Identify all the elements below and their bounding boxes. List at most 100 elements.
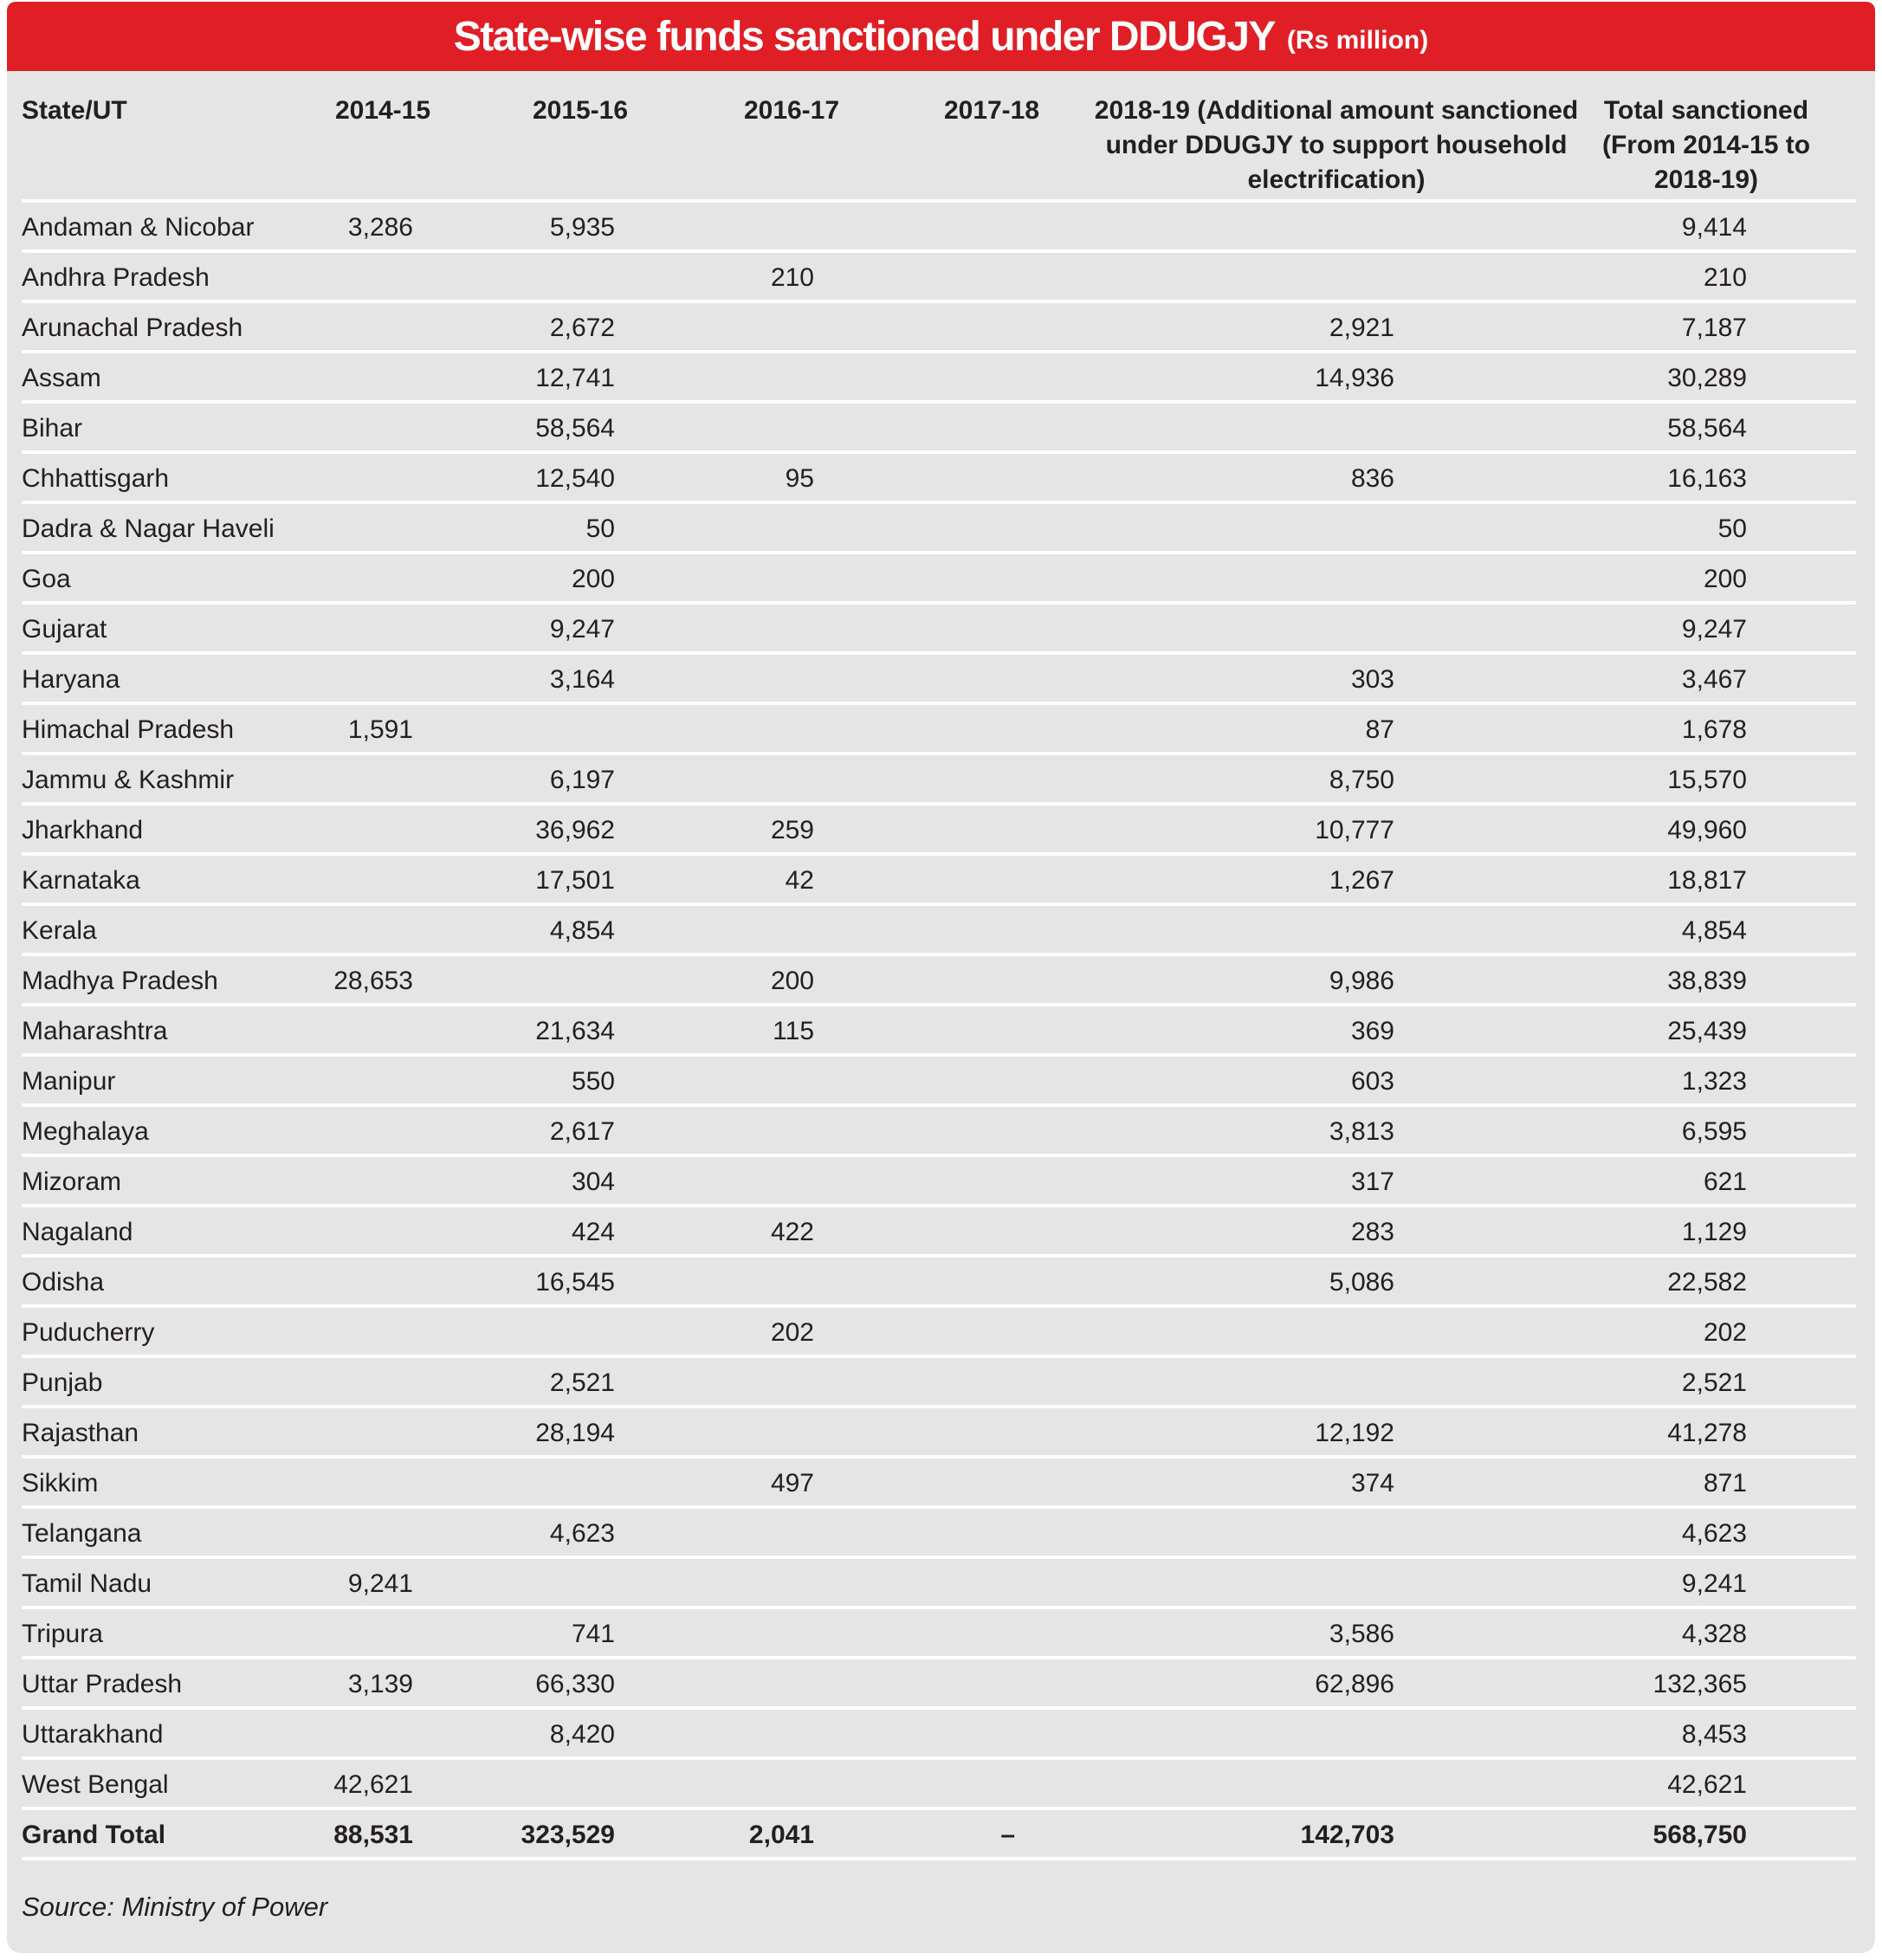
table-row: Jharkhand 36,962 259 10,777 49,960 — [7, 805, 1875, 856]
value-cell: 317 — [1350, 1168, 1394, 1196]
value-cell: 304 — [571, 1168, 615, 1196]
value-cell: 210 — [1703, 263, 1747, 292]
state-name-cell: Kerala — [22, 916, 97, 945]
value-cell: 5,935 — [549, 213, 615, 242]
state-name-cell: West Bengal — [22, 1770, 169, 1799]
value-cell: 28,653 — [333, 967, 413, 995]
value-cell: 50 — [1717, 514, 1747, 543]
value-cell: 6,197 — [549, 766, 615, 794]
table-row: Andaman & Nicobar 3,286 5,935 9,414 — [7, 203, 1875, 253]
state-name-cell: Grand Total — [22, 1821, 166, 1849]
value-cell: 16,545 — [535, 1268, 615, 1297]
table-row: Meghalaya 2,617 3,813 6,595 — [7, 1107, 1875, 1157]
state-name-cell: Madhya Pradesh — [22, 967, 218, 995]
value-cell: 621 — [1703, 1168, 1747, 1196]
column-header-2015-16: 2015-16 — [532, 96, 629, 125]
value-cell: 3,164 — [549, 665, 615, 694]
value-cell: 603 — [1350, 1067, 1394, 1096]
value-cell: 2,521 — [549, 1368, 615, 1397]
value-cell: 1,323 — [1681, 1067, 1747, 1096]
value-cell: – — [1000, 1821, 1015, 1849]
table-row: Jammu & Kashmir 6,197 8,750 15,570 — [7, 755, 1875, 805]
value-cell: 550 — [571, 1067, 615, 1096]
table-row: Telangana 4,623 4,623 — [7, 1509, 1875, 1559]
value-cell: 87 — [1365, 715, 1394, 744]
column-header-2017-18: 2017-18 — [943, 96, 1040, 125]
table-row: Punjab 2,521 2,521 — [7, 1358, 1875, 1408]
value-cell: 202 — [770, 1318, 814, 1347]
value-cell: 62,896 — [1315, 1670, 1394, 1698]
value-cell: 9,241 — [1681, 1569, 1747, 1598]
column-header-2018-19: 2018-19 (Additional amount sanctioned un… — [1094, 96, 1579, 194]
value-cell: 8,453 — [1681, 1720, 1747, 1749]
value-cell: 369 — [1350, 1017, 1394, 1045]
value-cell: 422 — [770, 1218, 814, 1246]
value-cell: 18,817 — [1667, 866, 1747, 895]
value-cell: 4,854 — [549, 916, 615, 945]
table-row: Maharashtra 21,634 115 369 25,439 — [7, 1006, 1875, 1057]
table-row: Haryana 3,164 303 3,467 — [7, 655, 1875, 705]
value-cell: 497 — [770, 1469, 814, 1497]
table-row: West Bengal 42,621 42,621 — [7, 1760, 1875, 1810]
value-cell: 95 — [785, 464, 814, 493]
value-cell: 1,678 — [1681, 715, 1747, 744]
table-title-bar: State-wise funds sanctioned under DDUGJY… — [7, 2, 1875, 71]
value-cell: 115 — [773, 1017, 814, 1045]
state-name-cell: Punjab — [22, 1368, 103, 1397]
value-cell: 66,330 — [535, 1670, 615, 1698]
table-row: Andhra Pradesh 210 210 — [7, 253, 1875, 303]
value-cell: 21,634 — [535, 1017, 615, 1045]
value-cell: 25,439 — [1667, 1017, 1747, 1045]
state-name-cell: Andhra Pradesh — [22, 263, 210, 292]
value-cell: 4,623 — [549, 1519, 615, 1548]
state-name-cell: Karnataka — [22, 866, 140, 895]
state-name-cell: Chhattisgarh — [22, 464, 170, 493]
value-cell: 3,139 — [347, 1670, 413, 1698]
table-row: Goa 200 200 — [7, 554, 1875, 605]
value-cell: 2,617 — [549, 1117, 615, 1146]
value-cell: 3,586 — [1329, 1620, 1394, 1648]
value-cell: 5,086 — [1329, 1268, 1394, 1297]
value-cell: 28,194 — [535, 1419, 615, 1447]
value-cell: 303 — [1350, 665, 1394, 694]
value-cell: 22,582 — [1667, 1268, 1747, 1297]
state-name-cell: Odisha — [22, 1268, 105, 1297]
table-row: Assam 12,741 14,936 30,289 — [7, 353, 1875, 404]
value-cell: 2,672 — [549, 314, 615, 342]
value-cell: 3,813 — [1329, 1117, 1394, 1146]
state-name-cell: Tamil Nadu — [22, 1569, 152, 1598]
state-name-cell: Arunachal Pradesh — [22, 314, 243, 342]
state-name-cell: Meghalaya — [22, 1117, 149, 1146]
value-cell: 200 — [1703, 565, 1747, 593]
table-row: Rajasthan 28,194 12,192 41,278 — [7, 1408, 1875, 1459]
value-cell: 12,741 — [535, 364, 615, 392]
state-name-cell: Himachal Pradesh — [22, 715, 235, 744]
table-row: Karnataka 17,501 42 1,267 18,817 — [7, 856, 1875, 906]
value-cell: 17,501 — [535, 866, 615, 895]
value-cell: 49,960 — [1667, 816, 1747, 844]
value-cell: 871 — [1703, 1469, 1747, 1497]
state-name-cell: Andaman & Nicobar — [22, 213, 255, 242]
value-cell: 12,192 — [1315, 1419, 1394, 1447]
table-title-unit: (Rs million) — [1286, 26, 1429, 55]
state-name-cell: Bihar — [22, 414, 83, 443]
value-cell: 4,328 — [1681, 1620, 1747, 1648]
state-name-cell: Maharashtra — [22, 1017, 168, 1045]
table-body: Andaman & Nicobar 3,286 5,935 9,414 Andhra P… — [7, 203, 1875, 1860]
grand-total-row: Grand Total 88,531 323,529 2,041 – 142,703 568… — [7, 1810, 1875, 1860]
state-name-cell: Haryana — [22, 665, 120, 694]
value-cell: 12,540 — [535, 464, 615, 493]
value-cell: 30,289 — [1667, 364, 1747, 392]
value-cell: 9,247 — [1681, 615, 1747, 644]
value-cell: 1,591 — [347, 715, 413, 744]
value-cell: 210 — [770, 263, 814, 292]
table-row: Chhattisgarh 12,540 95 836 16,163 — [7, 454, 1875, 504]
state-name-cell: Tripura — [22, 1620, 103, 1648]
value-cell: 836 — [1350, 464, 1394, 493]
state-name-cell: Manipur — [22, 1067, 116, 1096]
state-name-cell: Uttarakhand — [22, 1720, 164, 1749]
value-cell: 200 — [770, 967, 814, 995]
value-cell: 41,278 — [1667, 1419, 1747, 1447]
value-cell: 1,129 — [1681, 1218, 1747, 1246]
